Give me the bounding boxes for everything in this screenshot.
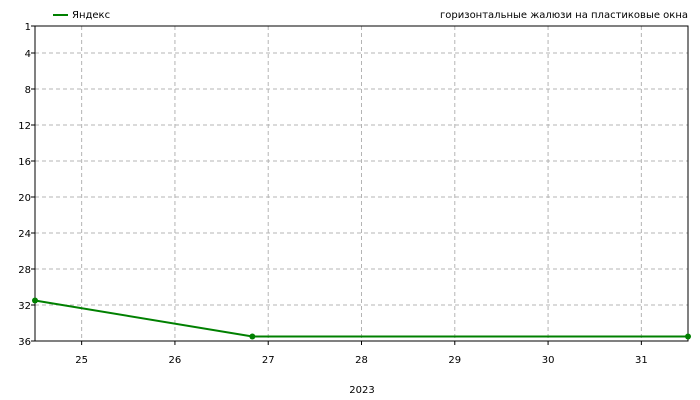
y-tick-label: 8 bbox=[25, 85, 31, 96]
y-tick-label: 16 bbox=[18, 157, 31, 168]
grid bbox=[35, 26, 688, 341]
data-point bbox=[32, 297, 38, 304]
chart-title: горизонтальные жалюзи на пластиковые окн… bbox=[440, 10, 688, 21]
y-tick-label: 24 bbox=[18, 229, 31, 240]
x-tick-label: 30 bbox=[542, 355, 555, 366]
y-tick-label: 28 bbox=[18, 265, 31, 276]
x-tick-label: 28 bbox=[355, 355, 368, 366]
y-tick-label: 20 bbox=[18, 193, 31, 204]
x-tick-label: 29 bbox=[448, 355, 461, 366]
y-tick-label: 1 bbox=[25, 22, 31, 33]
y-tick-label: 12 bbox=[18, 121, 31, 132]
x-tick-label: 27 bbox=[262, 355, 275, 366]
legend: Яндекс bbox=[53, 10, 110, 21]
y-axis: 1 4 8 12 16 20 24 28 32 36 bbox=[18, 22, 35, 348]
data-point bbox=[685, 333, 691, 340]
x-tick-label: 26 bbox=[169, 355, 182, 366]
x-axis-label: 2023 bbox=[349, 385, 374, 396]
data-point bbox=[249, 333, 256, 340]
x-tick-label: 25 bbox=[75, 355, 88, 366]
y-tick-label: 36 bbox=[18, 337, 31, 348]
y-tick-label: 32 bbox=[18, 301, 31, 312]
legend-label-yandex: Яндекс bbox=[72, 10, 110, 21]
x-axis: 25 26 27 28 29 30 31 bbox=[75, 341, 648, 366]
y-tick-label: 4 bbox=[25, 49, 31, 60]
series-layer bbox=[32, 297, 691, 340]
series-line-yandex bbox=[34, 299, 688, 338]
x-tick-label: 31 bbox=[635, 355, 648, 366]
